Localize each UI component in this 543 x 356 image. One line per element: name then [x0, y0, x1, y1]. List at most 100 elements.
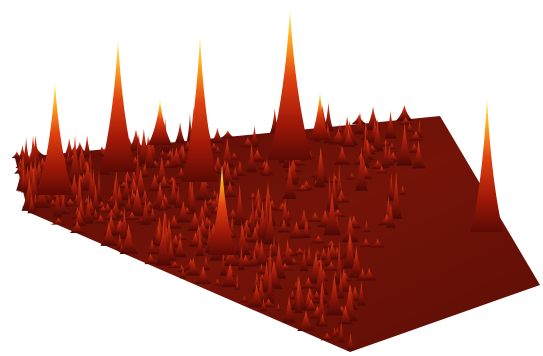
noise-spike: [279, 198, 291, 227]
noise-spike: [82, 135, 92, 158]
noise-spike: [317, 313, 329, 327]
noise-spike: [323, 261, 339, 271]
noise-spike: [270, 235, 278, 256]
noise-spike: [252, 271, 262, 292]
noise-spikes: [11, 102, 426, 351]
noise-spike: [323, 191, 341, 236]
noise-spike: [168, 147, 176, 169]
noise-spike: [147, 238, 157, 255]
noise-spike: [362, 220, 371, 233]
noise-spike: [275, 304, 282, 311]
noise-spike: [254, 238, 269, 266]
noise-spike: [154, 156, 169, 185]
noise-spike: [294, 184, 311, 191]
noise-spike: [277, 204, 285, 212]
noise-spike: [397, 117, 414, 125]
noise-spike: [315, 148, 326, 188]
noise-spike: [338, 116, 356, 146]
noise-spike: [288, 290, 296, 299]
noise-spike: [144, 253, 157, 265]
noise-spike: [32, 182, 51, 208]
noise-spike: [371, 117, 384, 152]
noise-spike: [301, 287, 319, 304]
noise-spike: [210, 127, 225, 143]
noise-spike: [333, 146, 351, 165]
noise-spike: [408, 143, 421, 153]
noise-spike: [185, 257, 201, 276]
noise-spike: [335, 196, 344, 203]
noise-spike: [158, 150, 167, 157]
noise-spike: [359, 238, 373, 247]
noise-spike: [310, 235, 326, 244]
noise-spike: [212, 278, 223, 286]
noise-spike: [265, 257, 275, 304]
noise-spike: [110, 198, 122, 219]
noise-spike: [300, 277, 317, 289]
noise-spike: [237, 245, 245, 271]
noise-spike: [220, 130, 236, 139]
noise-spike: [166, 261, 183, 268]
noise-spike: [21, 165, 35, 193]
noise-spike: [249, 195, 257, 235]
peak: [37, 83, 73, 195]
noise-spike: [296, 209, 312, 229]
noise-spike: [246, 143, 257, 173]
noise-spike: [21, 175, 38, 211]
noise-spike: [335, 240, 343, 285]
noise-spike: [173, 236, 187, 258]
noise-spike: [94, 206, 112, 213]
noise-spike: [121, 174, 131, 201]
noise-spike: [148, 207, 158, 222]
noise-spike: [322, 240, 341, 248]
noise-spike: [342, 233, 358, 269]
noise-spike: [346, 332, 355, 351]
noise-spike: [128, 186, 147, 216]
noise-spike: [395, 105, 413, 121]
noise-spike: [408, 131, 424, 141]
peak: [148, 100, 172, 145]
noise-spike: [416, 119, 423, 138]
noise-spike: [223, 246, 240, 267]
noise-spike: [357, 280, 366, 306]
noise-spike: [62, 138, 77, 160]
noise-spike: [257, 263, 266, 274]
noise-spike: [283, 159, 297, 199]
noise-spike: [79, 160, 94, 172]
noise-spike: [323, 245, 334, 266]
noise-spike: [92, 208, 100, 220]
noise-spike: [354, 111, 366, 135]
noise-spike: [50, 217, 67, 225]
noise-spike: [73, 142, 87, 154]
noise-spike: [176, 200, 191, 223]
noise-spike: [220, 160, 236, 186]
noise-spike: [370, 238, 385, 248]
noise-spike: [195, 231, 204, 257]
noise-spike: [157, 199, 168, 211]
noise-spike: [396, 122, 413, 166]
peak: [208, 165, 236, 255]
noise-spike: [312, 255, 329, 296]
noise-spike: [300, 248, 309, 272]
noise-spike: [261, 162, 271, 176]
peak: [268, 10, 312, 160]
noise-spike: [194, 265, 212, 284]
noise-spike: [119, 207, 130, 239]
noise-spike: [186, 211, 204, 231]
noise-spike: [230, 166, 240, 180]
noise-spike: [102, 214, 120, 236]
noise-spike: [249, 249, 260, 267]
noise-spike: [325, 273, 343, 316]
noise-spike: [336, 124, 344, 133]
noise-spike: [95, 170, 103, 202]
noise-spike: [238, 218, 245, 259]
noise-spike: [250, 125, 259, 147]
noise-spike: [294, 281, 303, 313]
noise-spike: [142, 162, 149, 178]
noise-spike: [220, 247, 227, 276]
noise-spike: [248, 226, 262, 243]
noise-spike: [381, 138, 390, 168]
noise-spike: [337, 304, 353, 325]
noise-spike: [124, 211, 140, 220]
noise-spike: [179, 148, 188, 164]
